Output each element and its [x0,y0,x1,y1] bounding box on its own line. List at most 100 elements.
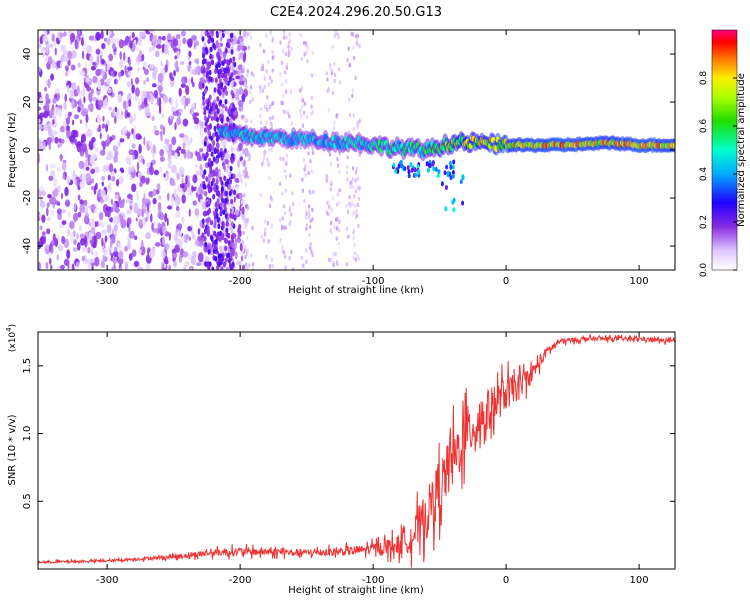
noise-speck [234,177,239,183]
noise-streak [352,230,355,235]
noise-speck [111,43,116,50]
noise-speck [57,143,61,149]
noise-streak [303,52,306,57]
noise-speck [87,246,91,254]
noise-speck [172,38,179,47]
noise-speck [107,174,112,181]
flare-point [403,166,407,172]
noise-speck [168,232,171,241]
noise-speck [87,153,90,164]
noise-band [208,94,212,101]
noise-speck [140,104,146,109]
noise-speck [195,65,201,76]
noise-speck [121,126,127,135]
flare-point [432,166,436,172]
noise-band [216,108,220,114]
noise-speck [233,196,236,203]
noise-speck [108,163,114,173]
noise-streak [306,59,309,64]
noise-streak [333,120,336,125]
noise-speck [119,138,125,143]
noise-speck [94,250,99,257]
noise-band [219,99,223,105]
noise-band [213,222,217,229]
noise-streak [288,206,292,211]
noise-speck [164,212,168,223]
noise-speck [156,44,162,49]
noise-speck [159,156,165,163]
flare-point [426,167,430,173]
noise-speck [123,51,126,61]
noise-speck [91,226,96,235]
noise-streak [290,46,293,52]
noise-band [205,176,209,182]
x-tick-label: 0 [503,575,509,586]
noise-speck [148,30,155,33]
noise-band [207,249,211,255]
noise-streak [263,155,266,161]
noise-speck [151,223,154,231]
noise-speck [85,172,91,182]
noise-streak [289,89,292,94]
noise-speck [168,264,172,270]
noise-speck [103,241,106,248]
noise-band [209,46,213,53]
noise-speck [136,55,142,62]
noise-band [207,199,211,205]
noise-streak [250,119,253,124]
noise-speck [89,258,95,264]
noise-speck [189,191,193,196]
noise-speck [237,88,244,95]
noise-speck [106,64,110,71]
noise-speck [166,218,169,226]
noise-speck [114,79,117,85]
noise-speck [118,213,122,220]
noise-speck [91,266,94,270]
noise-streak [260,162,264,168]
noise-speck [159,149,165,157]
noise-speck [104,97,108,107]
noise-streak [352,126,356,132]
noise-streak [330,230,333,235]
noise-streak [332,263,335,268]
noise-streak [310,104,313,110]
flare-point [437,169,441,175]
noise-band [228,190,232,197]
noise-speck [131,128,134,135]
noise-speck [218,171,222,177]
noise-speck [135,87,140,97]
noise-speck [64,186,69,197]
noise-speck [155,50,160,58]
noise-speck [129,116,134,124]
noise-speck [40,235,45,246]
noise-band [214,239,218,245]
noise-streak [351,93,354,99]
flare-point [449,164,453,170]
flare-point [400,163,404,169]
noise-speck [178,113,181,119]
noise-band [227,42,231,49]
noise-speck [66,249,71,260]
noise-speck [234,251,238,260]
noise-band [210,151,214,157]
noise-streak [334,251,337,256]
noise-streak [304,172,307,178]
noise-speck [91,250,94,256]
noise-band [210,160,214,167]
noise-speck [48,122,54,128]
noise-speck [134,235,138,240]
noise-streak [332,125,335,131]
noise-speck [161,236,166,246]
noise-band [204,121,208,127]
noise-streak [268,147,271,152]
noise-speck [46,137,52,144]
noise-band [226,116,230,122]
noise-speck [68,111,72,117]
noise-speck [118,39,125,49]
flare-point [440,181,444,187]
noise-speck [161,35,166,41]
noise-band [204,46,208,53]
noise-band [206,66,210,72]
noise-speck [182,37,186,45]
colorbar-tick-label: 0.0 [699,263,709,278]
